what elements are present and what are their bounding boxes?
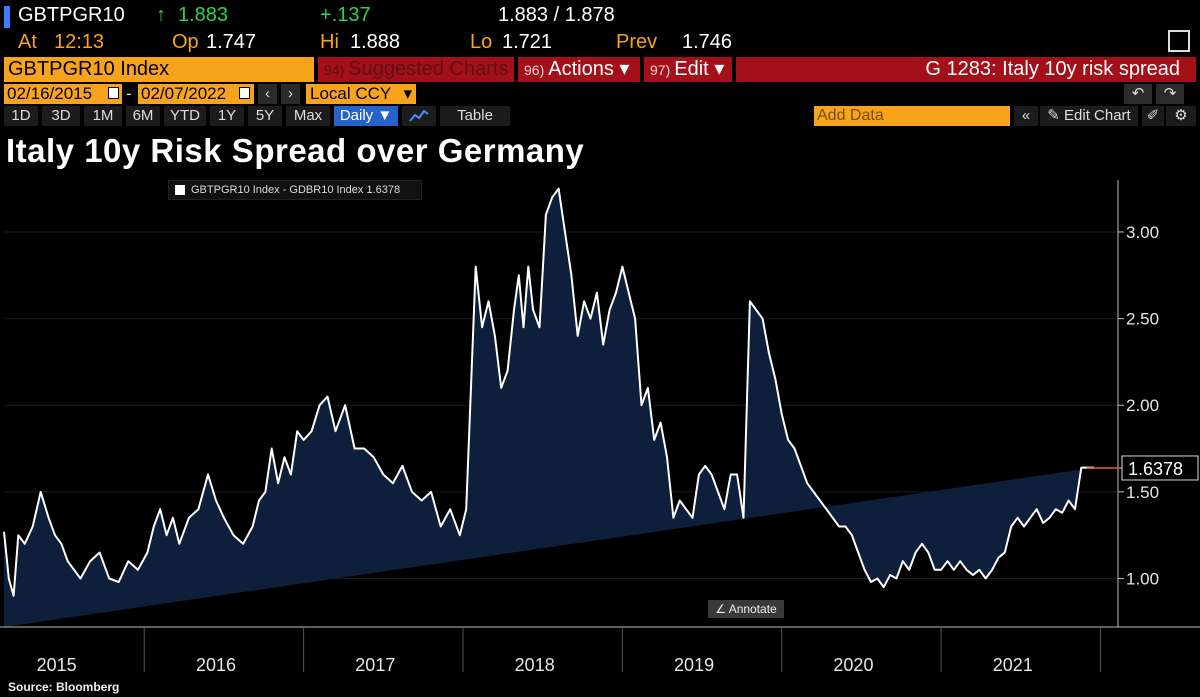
x-year-label: 2020 [833,655,873,675]
period-1y[interactable]: 1Y [210,106,244,126]
edit-chart-label: Edit Chart [1064,107,1131,124]
calendar-icon[interactable] [239,87,250,99]
time-label: At [18,31,37,53]
spread-line [3,187,1095,597]
quote-header: GBTPGR10 ↑ 1.883 +.137 1.883 / 1.878 At … [0,0,1200,56]
period-ytd[interactable]: YTD [164,106,206,126]
x-year-label: 2021 [993,655,1033,675]
x-year-label: 2016 [196,655,236,675]
currency-value: Local CCY [310,84,392,103]
export-icon[interactable] [1168,30,1190,52]
y-tick-label: 1.50 [1126,483,1159,502]
ticker-symbol: GBTPGR10 [18,4,125,26]
end-date-value: 02/07/2022 [141,84,227,103]
actions-num: 96) [524,62,545,78]
period-6m[interactable]: 6M [126,106,160,126]
annotate-button[interactable]: ∠ Annotate [708,600,784,618]
chevron-right-icon[interactable]: › [281,84,300,104]
actions-menu[interactable]: 96) Actions ▾ [518,57,640,82]
prev-value: 1.746 [682,31,733,53]
chart-title: Italy 10y Risk Spread over Germany [6,132,585,169]
security-toolbar: GBTPGR10 Index 94) Suggested Charts 96) Ac… [0,57,1200,82]
chart-legend[interactable]: GBTPGR10 Index - GDBR10 Index 1.6378 [168,180,422,200]
period-row: 1D 3D 1M 6M YTD 1Y 5Y Max Daily ▼ Table … [0,105,1200,127]
annotate-label: Annotate [728,602,777,616]
last-value-box [1121,455,1199,481]
source-note: Source: Bloomberg [8,680,120,694]
period-5y[interactable]: 5Y [248,106,282,126]
last-value-label: 1.6378 [1128,459,1183,479]
up-arrow-icon: ↑ [156,4,166,26]
edit-label: Edit ▾ [674,58,725,80]
period-max[interactable]: Max [286,106,330,126]
risk-spread-chart: 1.001.502.002.503.00 2015 2016 2017 2018 201… [0,180,1200,675]
pencil-icon: ✎ [1047,107,1060,124]
suggested-charts-num: 94) [324,62,345,78]
x-year-label: 2015 [37,655,77,675]
calendar-icon[interactable] [108,87,119,99]
x-axis: 2015 2016 2017 2018 2019 2020 2021 [0,626,1200,675]
spread-area [4,188,1095,627]
edit-menu[interactable]: 97) Edit ▾ [644,57,732,82]
low-value: 1.721 [502,31,553,53]
y-tick-label: 1.00 [1126,569,1159,588]
date-separator: - [126,84,132,103]
chevron-left-icon[interactable]: ‹ [258,84,277,104]
x-year-label: 2019 [674,655,714,675]
line-chart-icon[interactable] [402,106,436,126]
actions-label: Actions ▾ [548,58,630,80]
x-year-label: 2017 [355,655,395,675]
function-title: G 1283: Italy 10y risk spread [736,57,1196,82]
period-3d[interactable]: 3D [42,106,80,126]
bid-ask: 1.883 / 1.878 [498,4,615,26]
add-data-input[interactable]: Add Data [814,106,1010,126]
frequency-select[interactable]: Daily ▼ [334,106,398,126]
table-button[interactable]: Table [440,106,510,126]
edit-settings-icon[interactable]: ✐ [1142,106,1164,126]
suggested-charts-button[interactable]: 94) Suggested Charts [318,57,514,82]
last-price: 1.883 [178,4,229,26]
last-value-marker: 1.6378 [1086,455,1199,481]
start-date-input[interactable]: 02/16/2015 [4,84,122,104]
y-axis: 1.00 1.50 2.00 2.50 3.00 [1117,180,1159,627]
y-tick-label: 2.50 [1126,310,1159,329]
redo-icon[interactable]: ↷ [1156,84,1184,104]
start-date-value: 02/16/2015 [7,84,93,103]
high-value: 1.888 [350,31,401,53]
undo-icon[interactable]: ↶ [1124,84,1152,104]
low-label: Lo [470,31,493,53]
date-range-row: 02/16/2015 - 02/07/2022 ‹ › Local CCY ▾ … [0,83,1200,105]
end-date-input[interactable]: 02/07/2022 [138,84,254,104]
legend-swatch [175,185,185,195]
open-value: 1.747 [206,31,257,53]
security-marker [4,6,10,28]
chart-settings-icon[interactable]: ⚙ [1166,106,1196,126]
open-label: Op [172,31,199,53]
period-1d[interactable]: 1D [4,106,38,126]
net-change: +.137 [320,4,371,26]
collapse-icon[interactable]: « [1014,106,1038,126]
edit-num: 97) [650,62,671,78]
chevron-down-icon: ▾ [403,84,412,103]
y-tick-label: 3.00 [1126,223,1159,242]
time-value: 12:13 [54,31,105,53]
period-1m[interactable]: 1M [84,106,122,126]
legend-label: GBTPGR10 Index - GDBR10 Index 1.6378 [191,184,401,196]
y-tick-label: 2.00 [1126,396,1159,415]
security-field[interactable]: GBTPGR10 Index [4,57,314,82]
prev-label: Prev [616,31,658,53]
currency-select[interactable]: Local CCY ▾ [306,84,416,104]
suggested-charts-label: Suggested Charts [348,58,509,80]
high-label: Hi [320,31,339,53]
edit-chart-button[interactable]: ✎ Edit Chart [1040,106,1138,126]
x-year-label: 2018 [515,655,555,675]
pencil-icon: ∠ [715,602,727,616]
